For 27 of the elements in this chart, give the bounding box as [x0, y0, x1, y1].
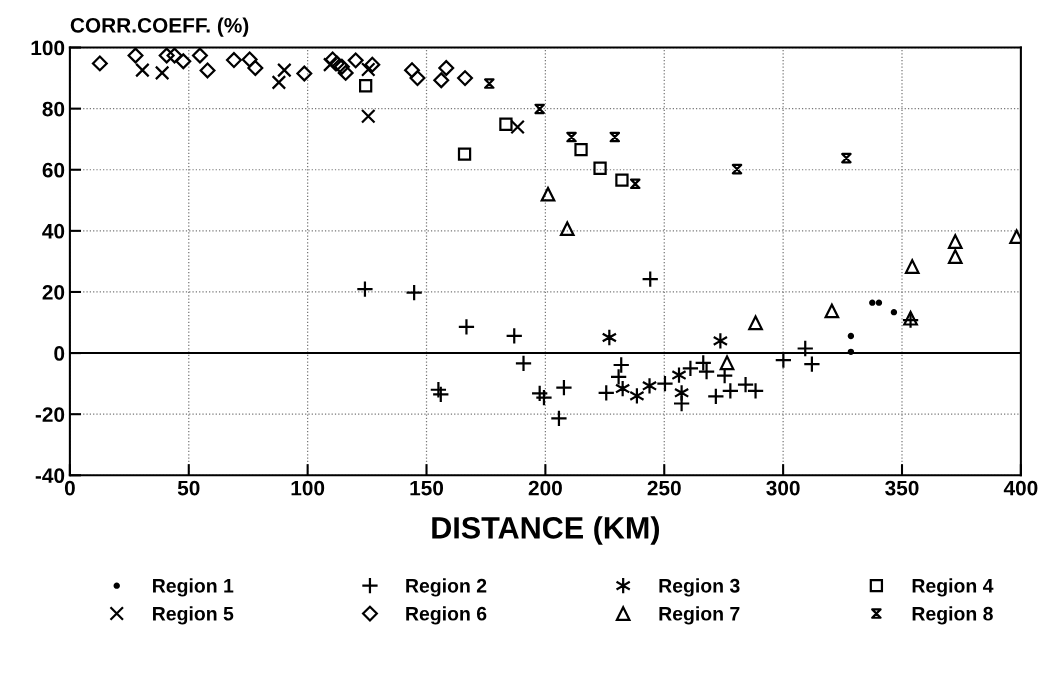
y-tick-label: 80 [42, 101, 65, 117]
legend-label: Region 3 [659, 578, 740, 597]
y-tick-label: -20 [35, 407, 65, 422]
x-tick-label: 250 [647, 480, 681, 496]
x-tick-label: 300 [766, 480, 800, 496]
x-tick-label: 100 [291, 480, 325, 496]
x-tick-label: 0 [64, 480, 75, 496]
legend-label: Region 4 [912, 578, 994, 597]
x-tick-label: 150 [410, 480, 444, 496]
y-tick-label: 40 [42, 223, 65, 239]
legend-label: Region 1 [153, 578, 234, 597]
x-tick-label: 400 [1003, 480, 1038, 496]
y-tick-label: 100 [31, 40, 65, 56]
legend-label: Region 8 [912, 606, 993, 625]
y-tick-label: 20 [42, 284, 65, 300]
y-tick-label: 60 [42, 162, 65, 178]
legend-label: Region 7 [659, 606, 740, 625]
legend-label: Region 2 [406, 578, 487, 597]
y-tick-label: 0 [54, 346, 65, 361]
x-tick-label: 200 [528, 480, 562, 496]
legend-label: Region 6 [406, 606, 487, 625]
y-tick-label: -40 [35, 468, 65, 484]
x-tick-label: 50 [177, 480, 200, 496]
x-axis-title: DISTANCE (KM) [432, 516, 660, 545]
legend-label: Region 5 [153, 606, 234, 625]
x-tick-label: 350 [885, 480, 919, 496]
y-axis-title: CORR.COEFF. (%) [70, 17, 249, 37]
